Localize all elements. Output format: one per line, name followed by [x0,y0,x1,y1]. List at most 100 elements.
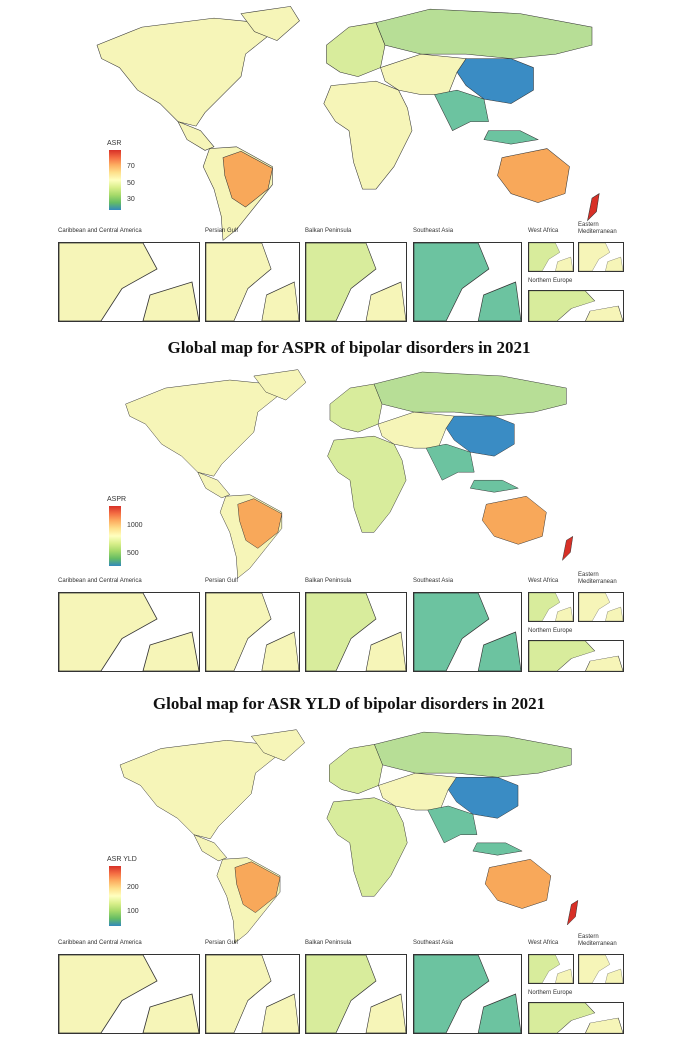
color-bar [109,506,121,566]
region-russia [375,8,593,59]
region-greenland [240,6,300,41]
region-new-zealand [561,535,574,562]
region-europe [329,383,383,433]
region-new-zealand [587,193,600,222]
inset-land [142,993,199,1033]
inset-label: Southeast Asia [413,940,454,946]
region-indonesia [472,842,523,856]
inset-land [59,593,158,671]
legend-title: ASPR [107,496,127,503]
panel-aspr: ASPR 1000 500 Caribbean and Central Amer… [0,368,698,673]
inset-map [528,954,574,984]
inset-label: Balkan Peninsula [305,940,352,946]
inset-land [477,281,521,321]
inset-label: Southeast Asia [413,578,454,584]
inset-land [206,243,272,321]
inset-land [142,281,199,321]
inset-map [528,290,624,322]
inset-label: Northern Europe [528,628,573,634]
inset-label: West Africa [528,578,559,584]
inset-land [555,256,573,271]
region-north-america [119,740,277,840]
inset-land [529,955,560,983]
inset-map [528,640,624,672]
inset-land [306,955,377,1033]
inset-map [528,1002,624,1034]
region-africa [323,80,413,190]
inset-map [305,242,407,322]
panel-asr: ASR 70 50 30 Caribbean and Central Ameri… [0,0,698,330]
inset-land [261,631,299,671]
region-australia [497,148,570,203]
panel-title: Global map for ASPR of bipolar disorders… [167,338,531,357]
inset-land [585,305,623,321]
inset-land [206,593,272,671]
region-china [447,776,519,819]
inset-land [414,955,490,1033]
inset-map [578,592,624,622]
region-brazil [237,498,283,549]
legend-tick: 500 [127,550,139,557]
legend-tick: 100 [127,908,139,915]
inset-land [365,631,406,671]
inset-land [477,631,521,671]
inset-land [142,631,199,671]
legend-tick: 1000 [127,522,143,529]
inset-map [205,954,300,1034]
inset-land [585,655,623,671]
inset-map [305,592,407,672]
inset-map [58,954,200,1034]
region-north-america [125,379,279,477]
region-china [456,58,534,104]
region-greenland [253,369,307,401]
inset-land [261,993,299,1033]
inset-land [306,593,377,671]
inset-label: Eastern Mediterranean [578,222,617,235]
inset-land [529,243,560,271]
inset-map [578,242,624,272]
inset-map [58,242,200,322]
region-australia [484,859,552,909]
region-indonesia [483,130,539,145]
inset-label: Persian Gulf [205,228,239,234]
inset-label: Caribbean and Central America [58,578,142,584]
inset-land [579,593,610,621]
world-map [96,6,600,241]
panel-asr-yld: ASR YLD 200 100 Caribbean and Central Am… [0,728,698,1050]
inset-land [477,993,521,1033]
inset-land [365,281,406,321]
region-brazil [234,861,281,913]
inset-land [555,606,573,621]
region-south-asia [434,89,489,131]
region-indonesia [469,479,520,493]
inset-land [414,593,490,671]
region-new-zealand [566,899,579,926]
region-greenland [250,729,305,762]
inset-land [59,955,158,1033]
color-bar [109,866,121,926]
inset-land [605,606,623,621]
inset-land [365,993,406,1033]
region-south-asia [425,443,475,481]
inset-map [413,954,522,1034]
inset-label: Caribbean and Central America [58,228,142,234]
region-china [445,415,515,457]
region-north-america [96,17,269,127]
inset-land [529,641,596,671]
inset-land [579,955,610,983]
legend-tick: 50 [127,180,135,187]
inset-label: West Africa [528,228,559,234]
inset-land [59,243,158,321]
legend-tick: 70 [127,163,135,170]
inset-label: Caribbean and Central America [58,940,142,946]
inset-land [579,243,610,271]
legend-title: ASR YLD [107,856,137,863]
region-europe [329,744,383,794]
inset-label: Eastern Mediterranean [578,572,617,585]
inset-label: Balkan Peninsula [305,228,352,234]
world-map [125,369,574,578]
inset-land [605,256,623,271]
inset-land [605,968,623,983]
inset-label: Eastern Mediterranean [578,934,617,947]
inset-map [413,242,522,322]
